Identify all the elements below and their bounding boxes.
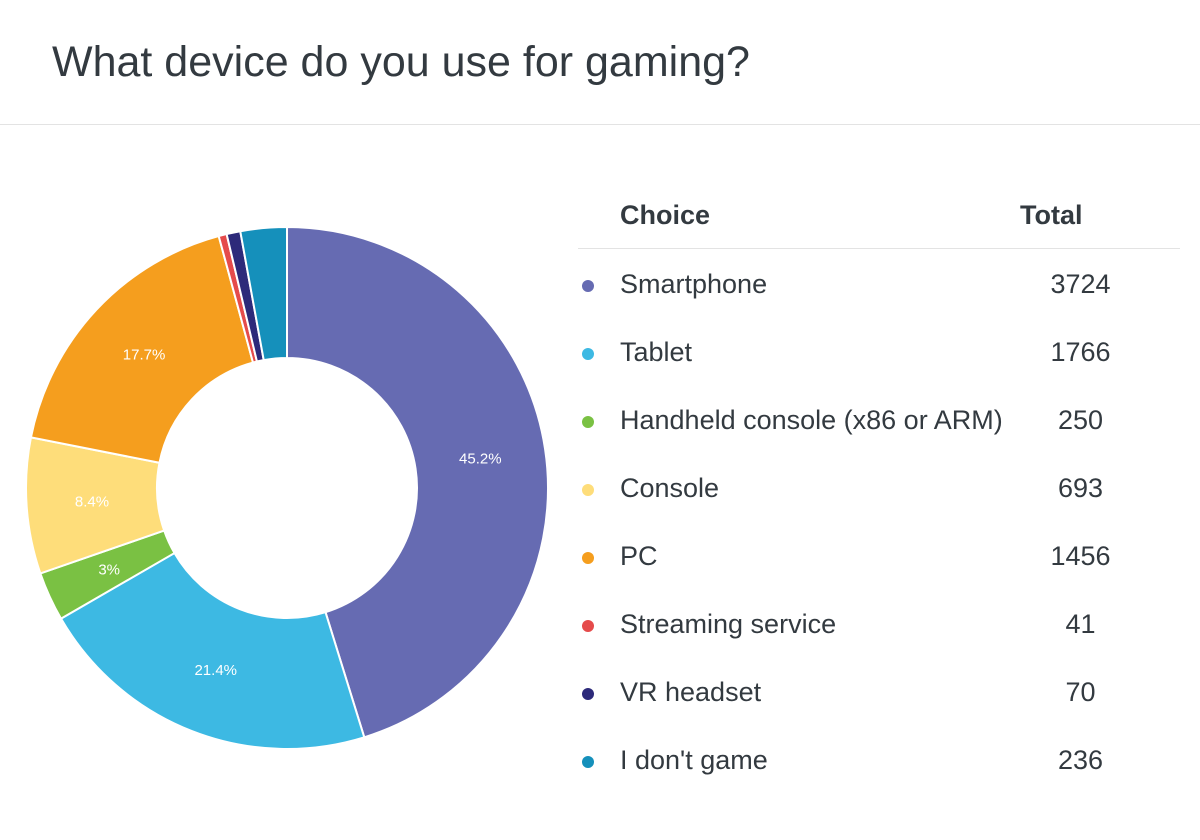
legend-row-handheld-console-x86-or-arm: Handheld console (x86 or ARM) 250: [578, 385, 1180, 453]
slice-i-don-t-game[interactable]: [239, 225, 288, 362]
legend-table: Choice Total Smartphone 3724 Tablet 1766 Han…: [578, 180, 1180, 793]
legend-label: I don't game: [620, 745, 768, 775]
legend-total: 250: [1057, 405, 1104, 435]
legend-dot-icon: [582, 688, 594, 700]
legend-label: Tablet: [620, 337, 693, 367]
legend-total: 693: [1057, 473, 1104, 503]
legend-row-pc: PC 1456: [578, 521, 1180, 589]
slice-pc[interactable]: [29, 234, 255, 464]
legend-dot-icon: [582, 756, 594, 768]
legend-label: PC: [620, 541, 658, 571]
donut-chart: 45.2% 21.4% 3% 8.4% 17.7%: [25, 225, 549, 750]
total-column-header: Total: [1020, 200, 1083, 230]
legend-total: 3724: [1050, 269, 1111, 299]
legend-total: 236: [1057, 745, 1104, 775]
legend-dot-icon: [582, 552, 594, 564]
legend-total: 1766: [1050, 337, 1111, 367]
legend-label: Streaming service: [620, 609, 837, 639]
legend-row-vr-headset: VR headset 70: [578, 657, 1180, 725]
slice-tablet[interactable]: [59, 551, 366, 750]
legend-dot-icon: [582, 620, 594, 632]
percent-label-tablet: 21.4%: [194, 662, 237, 679]
choice-column-header: Choice: [620, 200, 711, 230]
slice-smartphone[interactable]: [286, 225, 549, 739]
legend-total: 1456: [1050, 541, 1111, 571]
legend-row-tablet: Tablet 1766: [578, 317, 1180, 385]
legend-label: Console: [620, 473, 720, 503]
legend-row-streaming-service: Streaming service 41: [578, 589, 1180, 657]
legend-total: 70: [1065, 677, 1096, 707]
legend-label: Handheld console (x86 or ARM): [620, 405, 1003, 435]
header: What device do you use for gaming?: [0, 0, 1200, 125]
legend-header: Choice Total: [578, 180, 1180, 249]
legend-dot-icon: [582, 416, 594, 428]
legend-row-i-don-t-game: I don't game 236: [578, 725, 1180, 793]
percent-label-console: 8.4%: [75, 493, 109, 510]
legend-dot-icon: [582, 348, 594, 360]
legend-dot-icon: [582, 280, 594, 292]
percent-label-smartphone: 45.2%: [459, 451, 502, 468]
legend-dot-icon: [582, 484, 594, 496]
legend-row-smartphone: Smartphone 3724: [578, 249, 1180, 317]
percent-label-handheld-console-x86-or-arm: 3%: [98, 561, 120, 578]
legend-row-console: Console 693: [578, 453, 1180, 521]
legend-label: Smartphone: [620, 269, 768, 299]
legend-rows: Smartphone 3724 Tablet 1766 Handheld console…: [578, 249, 1180, 793]
page-title: What device do you use for gaming?: [52, 38, 750, 86]
percent-label-pc: 17.7%: [123, 347, 166, 364]
legend-total: 41: [1065, 609, 1096, 639]
legend-label: VR headset: [620, 677, 762, 707]
